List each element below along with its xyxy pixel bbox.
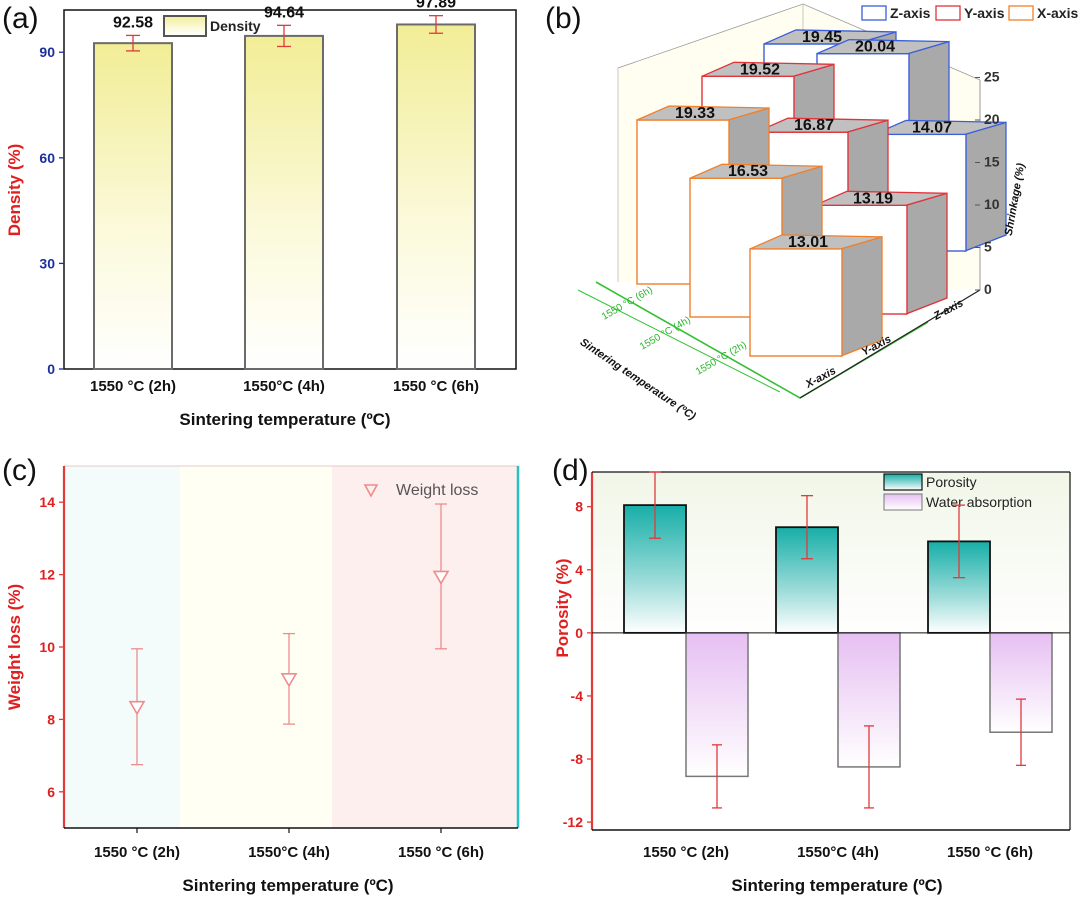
chart-a-ytick-label: 60 bbox=[39, 150, 55, 166]
chart-a-value-label: 97.89 bbox=[416, 0, 456, 12]
chart-a: Density Sintering temperature (ºC) Densi… bbox=[5, 0, 517, 429]
chart-b-bar-x-top bbox=[636, 105, 770, 121]
chart-b-legend-y: Y-axis bbox=[964, 5, 1005, 21]
chart-b-bar-y-side bbox=[905, 192, 948, 315]
chart-b-green-base-2 bbox=[577, 289, 781, 393]
chart-b-legend-y-swatch bbox=[935, 5, 961, 21]
chart-a-ytick-label: 90 bbox=[39, 44, 55, 60]
chart-a-value-label: 94.64 bbox=[264, 4, 304, 21]
chart-b-bar-x-side bbox=[840, 236, 883, 357]
chart-b-bar-z-side bbox=[964, 121, 1007, 252]
chart-a-bar bbox=[93, 42, 173, 371]
chart-c-xtick-label: 1550°C (4h) bbox=[248, 844, 330, 861]
chart-b-bar-y-value: 16.87 bbox=[794, 117, 834, 134]
chart-b-ztick-label: 10 bbox=[984, 196, 1000, 212]
chart-b-floor-edge bbox=[799, 289, 981, 399]
chart-a-bar bbox=[244, 34, 324, 370]
chart-b-bar-y-top bbox=[701, 61, 835, 77]
chart-d-legend-water: Water absorption bbox=[926, 494, 1032, 510]
chart-a-xtick-label: 1550 °C (2h) bbox=[90, 378, 176, 395]
panel-label-d: (d) bbox=[552, 454, 589, 487]
chart-b-bar-x-value: 13.01 bbox=[788, 234, 828, 251]
chart-a-xtick-label: 1550°C (4h) bbox=[243, 378, 325, 395]
chart-b-bars: 19.45 20.04 19.52 14.07 16.87 19.33 13.19 16.53… bbox=[636, 29, 1007, 357]
chart-c-band-3 bbox=[332, 466, 518, 828]
chart-b-bar-z-value: 19.45 bbox=[802, 29, 842, 46]
chart-b-ztick-label: 20 bbox=[984, 111, 1000, 127]
chart-c-xlabel: Sintering temperature (ºC) bbox=[182, 876, 393, 895]
chart-b-ztick-label: 5 bbox=[984, 239, 992, 255]
chart-b-bar-z-top bbox=[873, 119, 1007, 136]
chart-d-ylabel: Porosity (%) bbox=[553, 558, 572, 657]
chart-d-legend-porosity: Porosity bbox=[926, 474, 977, 490]
chart-a-value-label: 92.58 bbox=[113, 14, 153, 31]
chart-c-point bbox=[432, 570, 450, 585]
panel-label-a: (a) bbox=[2, 2, 39, 35]
chart-d-legend-water-swatch bbox=[883, 493, 923, 511]
chart-b-legend-z: Z-axis bbox=[890, 5, 931, 21]
chart-a-legend-swatch bbox=[163, 15, 207, 37]
chart-c: Weight loss Sintering temperature (ºC) W… bbox=[5, 465, 520, 895]
chart-a-ytick-label: 30 bbox=[39, 255, 55, 271]
chart-c-ytick-label: 6 bbox=[47, 784, 55, 800]
chart-a-legend-label: Density bbox=[210, 18, 261, 34]
chart-c-band-2 bbox=[180, 466, 332, 828]
chart-b-bar-x-value: 19.33 bbox=[675, 105, 715, 122]
chart-c-ytick-label: 8 bbox=[47, 711, 55, 727]
chart-c-xtick-label: 1550 °C (2h) bbox=[94, 844, 180, 861]
chart-a-ylabel: Density (%) bbox=[5, 144, 24, 237]
chart-b-legend-x: X-axis bbox=[1037, 5, 1078, 21]
chart-b-ztick-label: 0 bbox=[984, 281, 992, 297]
chart-b: 19.45 20.04 19.52 14.07 16.87 19.33 13.19 16.53… bbox=[577, 3, 1078, 423]
panel-label-b: (b) bbox=[545, 2, 582, 35]
chart-a-xlabel: Sintering temperature (ºC) bbox=[179, 410, 390, 429]
chart-d: Porosity Water absorption Sintering temp… bbox=[553, 471, 1071, 895]
chart-b-bar-z-top bbox=[816, 38, 950, 55]
chart-c-legend-marker bbox=[363, 484, 379, 498]
chart-b-bar-y-value: 13.19 bbox=[853, 190, 893, 207]
chart-c-legend-label: Weight loss bbox=[396, 482, 478, 499]
chart-d-ytick-label: -4 bbox=[571, 688, 584, 704]
chart-a-ytick-label: 0 bbox=[47, 361, 55, 377]
chart-d-legend-porosity-swatch bbox=[883, 473, 923, 491]
chart-b-bar-y-top bbox=[755, 117, 889, 133]
chart-b-xlabel: Sintering temperature (ºC) bbox=[578, 336, 698, 423]
chart-b-bar-z-value: 14.07 bbox=[912, 119, 952, 136]
chart-b-category-label: 1550 °C (4h) bbox=[638, 315, 693, 353]
chart-b-bar-x-value: 16.53 bbox=[728, 163, 768, 180]
chart-d-ytick-label: -12 bbox=[563, 814, 583, 830]
chart-c-point bbox=[128, 700, 146, 716]
chart-c-ylabel: Weight loss (%) bbox=[5, 584, 24, 710]
chart-c-ytick-label: 12 bbox=[39, 567, 55, 583]
chart-b-ztick-label: 15 bbox=[984, 154, 1000, 170]
chart-d-ytick-label: 0 bbox=[575, 625, 583, 641]
chart-c-point bbox=[280, 673, 298, 688]
chart-b-legend-z-swatch bbox=[861, 5, 887, 21]
panel-label-c: (c) bbox=[2, 454, 37, 487]
chart-d-xlabel: Sintering temperature (ºC) bbox=[731, 876, 942, 895]
chart-b-bar-y-value: 19.52 bbox=[740, 61, 780, 78]
chart-b-axis-row-label: X-axis bbox=[803, 365, 838, 391]
chart-b-bar-x-front bbox=[749, 248, 843, 357]
chart-d-ytick-label: 8 bbox=[575, 499, 583, 515]
chart-b-bar-x-top bbox=[749, 234, 883, 250]
chart-b-bar-z-value: 20.04 bbox=[855, 39, 895, 56]
chart-b-ztick-label: 25 bbox=[984, 69, 1000, 85]
chart-d-xtick-label: 1550°C (4h) bbox=[797, 844, 879, 861]
chart-c-band-1 bbox=[64, 466, 180, 828]
chart-d-ytick-label: 4 bbox=[575, 562, 583, 578]
chart-c-ytick-label: 10 bbox=[39, 639, 55, 655]
chart-c-ytick-label: 14 bbox=[39, 494, 55, 510]
chart-a-bar bbox=[396, 23, 476, 371]
chart-c-xtick-label: 1550 °C (6h) bbox=[398, 844, 484, 861]
chart-d-xtick-label: 1550 °C (2h) bbox=[643, 844, 729, 861]
chart-b-category-label: 1550 °C (6h) bbox=[600, 285, 655, 323]
chart-d-ytick-label: -8 bbox=[571, 751, 584, 767]
chart-a-xtick-label: 1550 °C (6h) bbox=[393, 378, 479, 395]
chart-b-legend-x-swatch bbox=[1008, 5, 1034, 21]
chart-b-bar-y-top bbox=[814, 190, 948, 206]
chart-d-xtick-label: 1550 °C (6h) bbox=[947, 844, 1033, 861]
chart-b-bar-x-top bbox=[689, 163, 823, 179]
